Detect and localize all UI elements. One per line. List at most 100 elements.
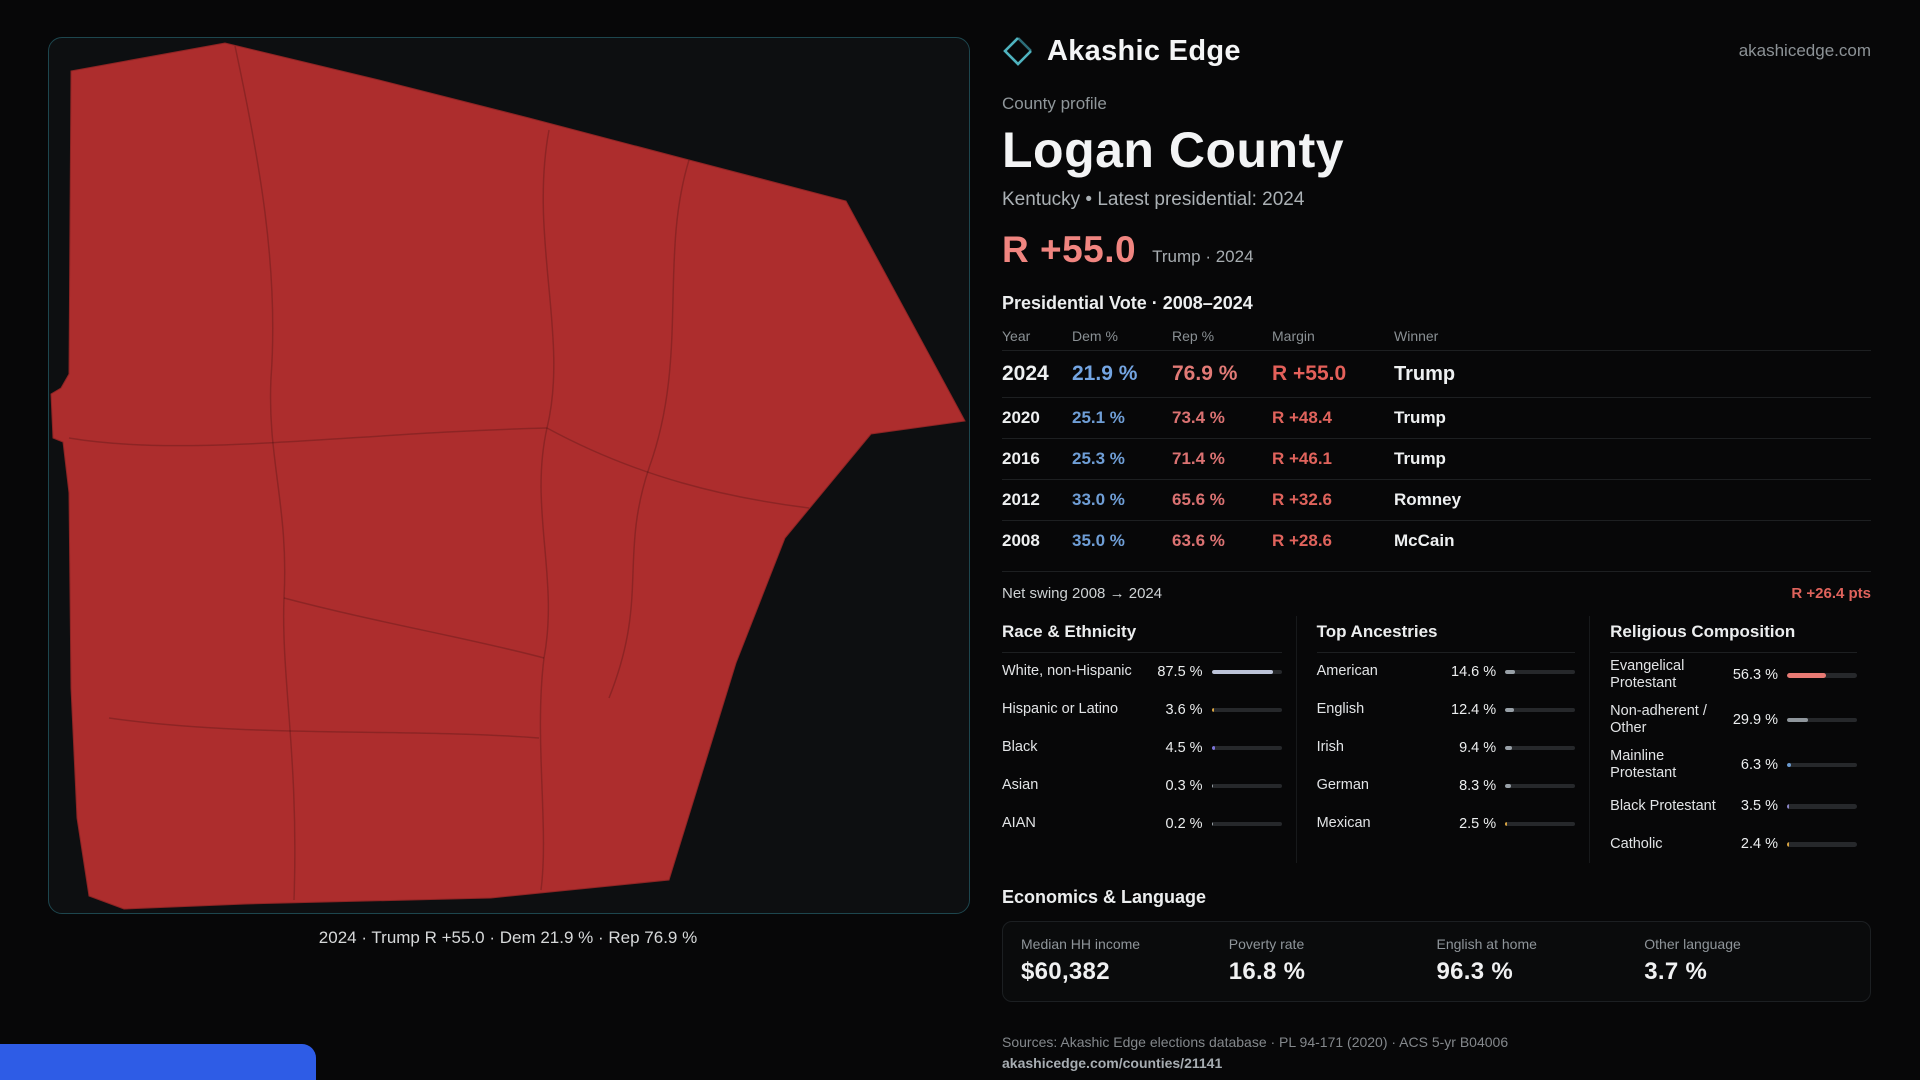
table-header-row: Year Dem % Rep % Margin Winner	[1002, 322, 1871, 350]
column-title: Religious Composition	[1610, 616, 1857, 653]
economics-title: Economics & Language	[1002, 887, 1207, 908]
footer-sources: Sources: Akashic Edge elections database…	[1002, 1034, 1509, 1051]
margin-cell: R +55.0	[1272, 362, 1347, 385]
demo-bar	[1505, 707, 1576, 713]
stat-value: $60,382	[1021, 958, 1110, 986]
stat-label: English at home	[1436, 936, 1537, 953]
demo-label: English	[1316, 701, 1365, 718]
margin-cell: R +48.4	[1272, 408, 1333, 427]
margin-cell: R +28.6	[1272, 531, 1333, 550]
demo-label: Irish	[1316, 739, 1344, 756]
stat-value: 3.7 %	[1644, 958, 1708, 986]
dem-cell: 35.0 %	[1072, 531, 1125, 550]
demo-label: Catholic	[1610, 835, 1663, 852]
demo-row: Non-adherent / Other 29.9 %	[1610, 698, 1857, 743]
bottom-blue-bar	[0, 1044, 316, 1080]
demo-bar	[1211, 783, 1282, 789]
winner-cell: Romney	[1394, 490, 1462, 509]
col-margin: Margin	[1272, 328, 1315, 344]
ancestry-column: Top Ancestries American 14.6 % English 1…	[1295, 616, 1590, 864]
demo-row: AIAN 0.2 %	[1002, 805, 1282, 843]
year-cell: 2024	[1002, 362, 1049, 385]
year-cell: 2012	[1002, 490, 1040, 509]
rep-cell: 76.9 %	[1172, 362, 1238, 385]
rep-cell: 63.6 %	[1172, 531, 1225, 550]
table-row: 2008 35.0 % 63.6 % R +28.6 McCain	[1002, 520, 1871, 561]
stat-value: 16.8 %	[1228, 958, 1306, 986]
dem-cell: 33.0 %	[1072, 490, 1125, 509]
vote-table-title: Presidential Vote · 2008–2024	[1002, 293, 1253, 313]
demo-row: Irish 9.4 %	[1317, 729, 1576, 767]
col-year: Year	[1002, 328, 1031, 344]
demo-value: 29.9 %	[1732, 712, 1778, 729]
brand-logo[interactable]: Akashic Edge	[1002, 35, 1241, 68]
stat-median-income: Median HH income $60,382	[1021, 936, 1229, 986]
demo-row: English 12.4 %	[1317, 691, 1576, 729]
header: Akashic Edge akashicedge.com	[1002, 30, 1871, 72]
demo-value: 6.3 %	[1740, 756, 1778, 773]
demo-value: 0.2 %	[1165, 816, 1203, 832]
race-column: Race & Ethnicity White, non-Hispanic 87.…	[1002, 616, 1296, 863]
demo-value: 56.3 %	[1732, 667, 1778, 684]
demo-row: Asian 0.3 %	[1002, 767, 1282, 805]
winner-cell: McCain	[1394, 531, 1455, 550]
demo-label: Black Protestant	[1610, 797, 1716, 814]
demo-row: Mainline Protestant 6.3 %	[1610, 743, 1857, 788]
stat-poverty-rate: Poverty rate 16.8 %	[1229, 936, 1437, 986]
demo-bar	[1211, 707, 1282, 713]
demo-row: Hispanic or Latino 3.6 %	[1002, 691, 1282, 729]
dem-cell: 25.1 %	[1072, 408, 1125, 427]
demo-row: Evangelical Protestant 56.3 %	[1610, 653, 1857, 698]
demo-bar	[1211, 669, 1282, 675]
margin-cell: R +32.6	[1272, 490, 1333, 509]
stat-value: 96.3 %	[1436, 958, 1514, 986]
rep-cell: 65.6 %	[1172, 490, 1225, 509]
demo-value: 9.4 %	[1459, 740, 1497, 756]
winner-cell: Trump	[1394, 362, 1456, 385]
footer-permalink[interactable]: akashicedge.com/counties/21141	[1002, 1055, 1223, 1072]
demo-row: Mexican 2.5 %	[1317, 805, 1576, 843]
vote-table: Year Dem % Rep % Margin Winner 2024 21.9…	[1002, 322, 1871, 561]
demo-value: 0.3 %	[1165, 778, 1203, 794]
net-swing-row: Net swing 2008 → 2024 R +26.4 pts	[1002, 571, 1871, 602]
demo-label: German	[1316, 777, 1369, 794]
net-swing-label: Net swing 2008 → 2024	[1002, 585, 1163, 602]
stat-label: Poverty rate	[1228, 936, 1305, 953]
demo-row: Catholic 2.4 %	[1610, 825, 1857, 863]
demo-row: Black Protestant 3.5 %	[1610, 787, 1857, 825]
table-row: 2012 33.0 % 65.6 % R +32.6 Romney	[1002, 479, 1871, 520]
demo-label: Mexican	[1316, 815, 1371, 832]
stat-label: Other language	[1644, 936, 1741, 953]
dem-cell: 21.9 %	[1072, 362, 1138, 385]
demo-row: German 8.3 %	[1317, 767, 1576, 805]
demo-label: American	[1316, 663, 1378, 680]
demo-label: Non-adherent / Other	[1610, 702, 1707, 737]
precinct-boundaries	[68, 45, 810, 901]
demo-label: Evangelical Protestant	[1610, 658, 1685, 692]
demo-value: 14.6 %	[1451, 664, 1497, 680]
county-map-svg[interactable]	[49, 38, 969, 913]
dem-cell: 25.3 %	[1072, 449, 1125, 468]
economics-stats-panel: Median HH income $60,382 Poverty rate 16…	[1002, 921, 1871, 1003]
col-dem: Dem %	[1072, 328, 1118, 344]
year-cell: 2016	[1002, 449, 1040, 468]
headline-margin-context: Trump · 2024	[1152, 247, 1254, 266]
demo-bar	[1505, 669, 1576, 675]
demo-value: 87.5 %	[1157, 664, 1203, 680]
county-shape[interactable]	[50, 42, 966, 910]
stat-other-language: Other language 3.7 %	[1644, 936, 1852, 986]
map-caption: 2024 · Trump R +55.0 · Dem 21.9 % · Rep …	[318, 928, 698, 947]
demo-bar	[1787, 762, 1857, 768]
demo-value: 8.3 %	[1459, 778, 1497, 794]
table-row: 2016 25.3 % 71.4 % R +46.1 Trump	[1002, 438, 1871, 479]
demo-value: 2.5 %	[1459, 816, 1497, 832]
demo-bar	[1787, 804, 1857, 809]
demo-label: Asian	[1002, 777, 1039, 794]
demo-bar	[1787, 842, 1857, 847]
demo-row: White, non-Hispanic 87.5 %	[1002, 653, 1282, 691]
column-title: Race & Ethnicity	[1002, 616, 1282, 653]
profile-kicker: County profile	[1002, 94, 1107, 113]
diamond-icon	[1003, 37, 1032, 66]
site-domain-link[interactable]: akashicedge.com	[1738, 41, 1871, 60]
